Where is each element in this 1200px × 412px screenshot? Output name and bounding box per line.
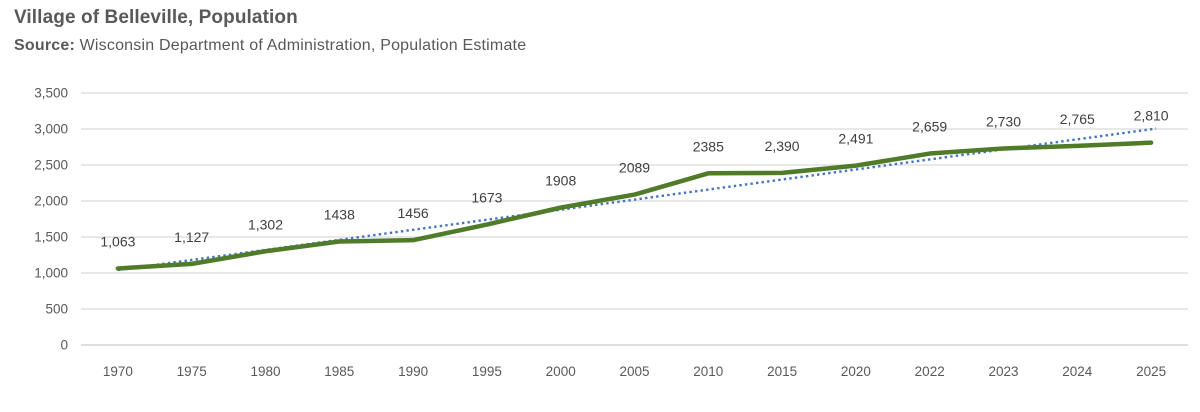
x-tick-label: 1990 bbox=[398, 364, 428, 379]
x-tick-label: 2024 bbox=[1062, 364, 1093, 379]
x-tick-label: 1970 bbox=[103, 364, 133, 379]
data-label: 2,765 bbox=[1060, 111, 1095, 127]
x-tick-label: 1995 bbox=[472, 364, 502, 379]
data-label: 1,127 bbox=[174, 229, 209, 245]
y-tick-label: 500 bbox=[45, 302, 68, 317]
population-line bbox=[115, 140, 1154, 271]
data-label: 2,659 bbox=[912, 119, 947, 135]
x-tick-label: 2025 bbox=[1136, 364, 1166, 379]
source-label: Source: bbox=[14, 37, 75, 54]
data-label: 2089 bbox=[619, 160, 650, 176]
data-label: 1673 bbox=[471, 190, 502, 206]
data-label: 1908 bbox=[545, 173, 576, 189]
data-label: 1438 bbox=[324, 206, 355, 222]
source-text: Wisconsin Department of Administration, … bbox=[74, 37, 527, 54]
y-tick-label: 0 bbox=[60, 338, 68, 353]
data-label: 2385 bbox=[693, 138, 724, 154]
data-label: 2,390 bbox=[765, 138, 800, 154]
y-tick-label: 2,000 bbox=[34, 194, 68, 209]
x-tick-label: 2023 bbox=[988, 364, 1018, 379]
data-label: 1,063 bbox=[100, 233, 135, 249]
y-tick-label: 1,000 bbox=[34, 266, 68, 281]
x-tick-label: 1980 bbox=[250, 364, 280, 379]
data-label: 2,810 bbox=[1134, 108, 1169, 124]
x-tick-label: 2005 bbox=[619, 364, 649, 379]
x-tick-label: 2020 bbox=[841, 364, 871, 379]
data-label: 1456 bbox=[398, 205, 429, 221]
data-label: 1,302 bbox=[248, 216, 283, 232]
x-tick-label: 2010 bbox=[693, 364, 723, 379]
y-tick-label: 1,500 bbox=[34, 230, 68, 245]
chart-title: Village of Belleville, Population bbox=[14, 7, 298, 28]
data-label: 2,730 bbox=[986, 113, 1021, 129]
data-label: 2,491 bbox=[838, 131, 873, 147]
y-tick-label: 3,500 bbox=[34, 86, 68, 101]
y-tick-label: 2,500 bbox=[34, 158, 68, 173]
y-tick-label: 3,000 bbox=[34, 122, 68, 137]
x-tick-label: 1975 bbox=[177, 364, 207, 379]
x-tick-label: 2000 bbox=[546, 364, 576, 379]
chart-source: Source: Wisconsin Department of Administ… bbox=[14, 37, 526, 55]
x-tick-label: 2015 bbox=[767, 364, 797, 379]
x-tick-label: 2022 bbox=[915, 364, 945, 379]
x-tick-label: 1985 bbox=[324, 364, 354, 379]
